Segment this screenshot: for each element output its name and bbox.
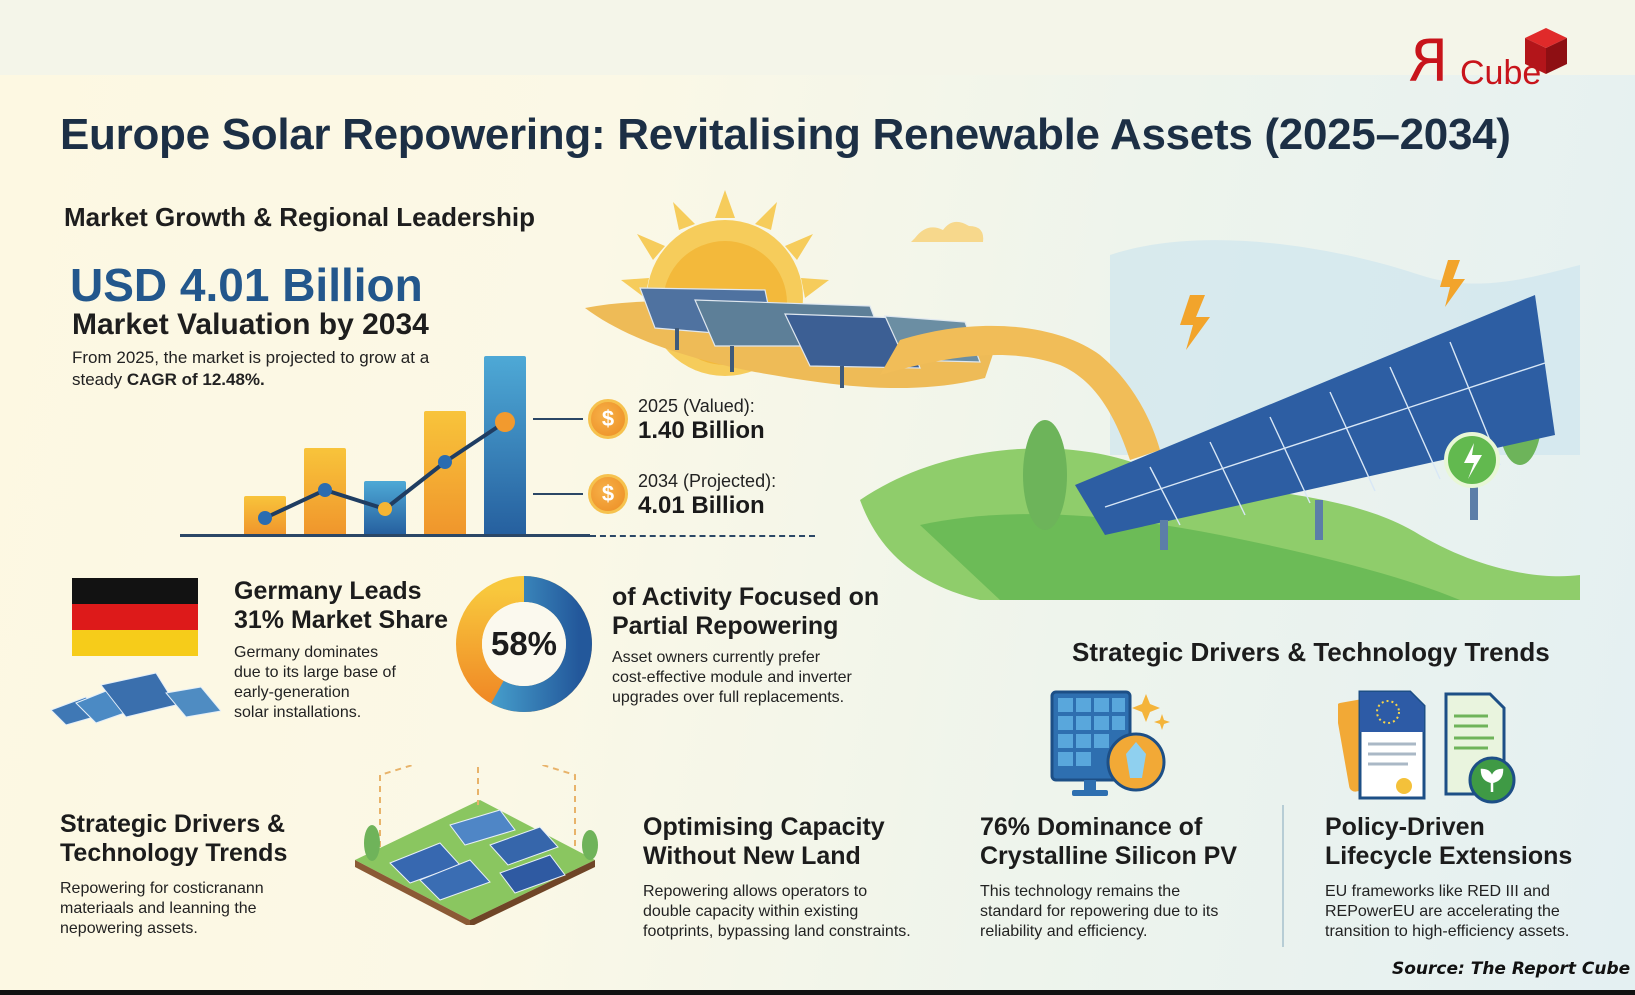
- logo-mark: R: [1408, 27, 1449, 95]
- cube-icon: [1525, 28, 1567, 74]
- dollar-coin-icon: $: [588, 474, 628, 514]
- policy-documents-icon: [1338, 690, 1516, 804]
- strategic-drivers-heading: Strategic Drivers & Technology Trends: [1072, 637, 1550, 667]
- headline-label: Market Valuation by 2034: [72, 308, 429, 341]
- dollar-coin-icon: $: [588, 399, 628, 439]
- land-capacity-illustration: [355, 765, 598, 925]
- trend-point: [378, 502, 392, 516]
- trend-line: [258, 412, 515, 525]
- leader-line-2034: [533, 493, 583, 495]
- card-divider: [1282, 805, 1284, 947]
- card-strategic-desc: Repowering for costicranann materiaals a…: [60, 880, 264, 937]
- source-credit: Source: The Report Cube: [1392, 959, 1631, 979]
- card-policy-desc: EU frameworks like RED III and REPowerEU…: [1325, 883, 1570, 940]
- callout-2034-value: 4.01 Billion: [638, 492, 765, 519]
- card-strategic-title: Strategic Drivers & Technology Trends: [60, 810, 288, 867]
- callout-2025-value: 1.40 Billion: [638, 417, 765, 444]
- leader-line-2025: [533, 418, 583, 420]
- partial-repowering-donut: [456, 576, 592, 712]
- card-capacity-desc: Repowering allows operators to double ca…: [643, 883, 911, 940]
- cagr-description: From 2025, the market is projected to gr…: [72, 348, 430, 389]
- callout-2025-label: 2025 (Valued):: [638, 396, 755, 416]
- chart-dashed-extension: [590, 535, 815, 537]
- cagr-value: CAGR of 12.48%.: [126, 370, 265, 389]
- trend-point: [318, 483, 332, 497]
- new-solar-array-illustration: [860, 240, 1580, 600]
- flag-stripe-gold: [72, 630, 198, 656]
- callout-2034-label: 2034 (Projected):: [638, 471, 777, 491]
- card-policy-title: Policy-Driven Lifecycle Extensions: [1325, 813, 1573, 870]
- flag-stripe-red: [72, 604, 198, 630]
- report-cube-logo: R Cube: [1408, 26, 1568, 96]
- partial-desc: Asset owners currently prefer cost-effec…: [612, 649, 852, 706]
- trend-point: [495, 412, 515, 432]
- germany-desc: Germany dominates due to its large base …: [234, 644, 396, 721]
- chart-baseline: [180, 534, 590, 537]
- partial-title: of Activity Focused on Partial Repowerin…: [612, 583, 880, 640]
- chart-bar: [484, 356, 526, 534]
- card-silicon-desc: This technology remains the standard for…: [980, 883, 1219, 940]
- growth-bar-chart: [180, 345, 820, 540]
- card-silicon-title: 76% Dominance of Crystalline Silicon PV: [980, 813, 1238, 870]
- flag-stripe-black: [72, 578, 198, 604]
- crystalline-panel-icon: [1050, 690, 1170, 796]
- headline-value: USD 4.01 Billion: [70, 259, 423, 311]
- germany-solar-panels-icon: [50, 672, 221, 725]
- bottom-border: [0, 990, 1635, 995]
- page-title: Europe Solar Repowering: Revitalising Re…: [60, 110, 1511, 159]
- donut-percent: 58%: [490, 625, 558, 662]
- trend-point: [438, 455, 452, 469]
- trend-point: [258, 511, 272, 525]
- germany-title: Germany Leads 31% Market Share: [234, 577, 449, 634]
- market-growth-subhead: Market Growth & Regional Leadership: [64, 202, 535, 232]
- card-capacity-title: Optimising Capacity Without New Land: [643, 813, 885, 870]
- germany-flag: [72, 578, 198, 656]
